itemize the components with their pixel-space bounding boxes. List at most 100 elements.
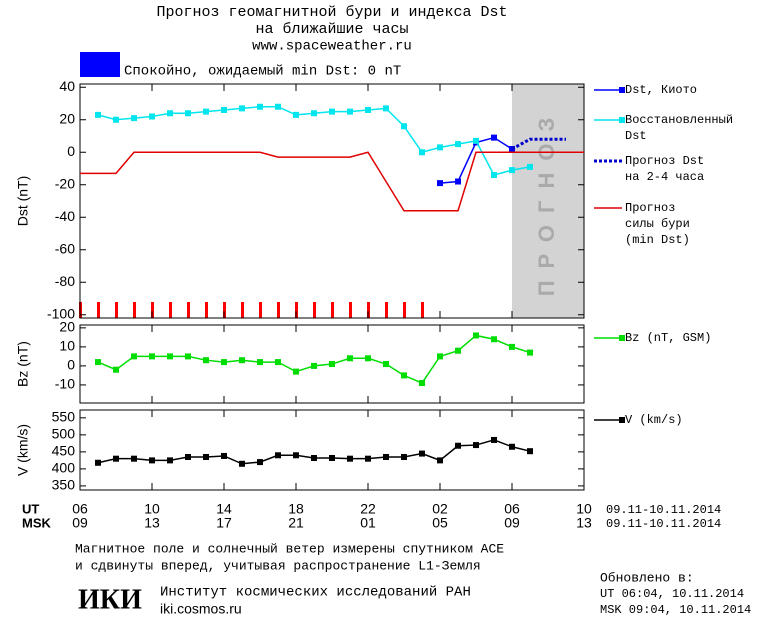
data-point [383, 453, 389, 460]
y-tick-label: 40 [59, 78, 75, 94]
y-tick-label: 550 [52, 409, 76, 425]
x-tick-label-msk: 05 [432, 515, 448, 531]
data-point [365, 455, 371, 462]
logo: ИКИ [78, 584, 142, 615]
data-point [275, 359, 281, 366]
data-point [167, 110, 173, 117]
hour-mark [223, 302, 226, 318]
data-point [437, 353, 443, 360]
x-tick-label: 22 [360, 501, 376, 517]
y-tick-label: -40 [55, 208, 75, 224]
data-point [437, 180, 443, 187]
data-point [167, 353, 173, 360]
updated-time: MSK 09:04, 10.11.2014 [600, 603, 751, 617]
data-point [275, 103, 281, 110]
x-tick-label: 06 [72, 501, 88, 517]
y-tick-label: -10 [55, 376, 75, 392]
x-tick-label-msk: 09 [72, 515, 88, 531]
data-point [455, 442, 461, 449]
data-point [491, 134, 497, 141]
hour-mark [259, 302, 262, 318]
data-point [311, 110, 317, 117]
data-point [437, 144, 443, 151]
hour-mark [403, 302, 406, 318]
legend-label: Прогноз силы бури (min Dst) [625, 201, 690, 247]
data-point [365, 107, 371, 113]
data-point [113, 116, 119, 123]
data-point [239, 460, 245, 467]
url: iki.cosmos.ru [160, 601, 242, 617]
x-tick-label-msk: 21 [288, 515, 304, 531]
data-point [239, 357, 245, 364]
data-point [473, 137, 479, 144]
y-tick-label: -20 [55, 175, 75, 191]
data-point [473, 332, 479, 339]
x-tick-label-msk: 01 [360, 515, 376, 531]
x-axis-label: UT [22, 501, 39, 516]
hour-mark [241, 302, 244, 318]
legend-label: V (km/s) [625, 413, 683, 427]
data-point [473, 442, 479, 449]
data-point [509, 443, 515, 450]
legend-label: Прогноз Dst на 2-4 часа [625, 154, 704, 184]
x-tick-label-msk: 09 [504, 515, 520, 531]
data-point [509, 343, 515, 350]
data-point [329, 361, 335, 367]
data-point [167, 457, 173, 464]
y-tick-label: 20 [59, 110, 75, 126]
x-tick-label-msk: 17 [216, 515, 232, 531]
legend-label: Bz (nT, GSM) [625, 331, 711, 345]
data-point [401, 453, 407, 460]
x-tick-label-msk: 13 [144, 515, 160, 531]
title-line: на ближайшие часы [255, 21, 408, 38]
data-point [275, 452, 281, 459]
data-point [131, 115, 137, 122]
series-line [97, 334, 531, 384]
title-line: Прогноз геомагнитной бури и индекса Dst [156, 4, 507, 21]
date-range: 09.11-10.11.2014 [606, 517, 721, 531]
data-point [311, 455, 317, 461]
hour-mark [277, 302, 280, 318]
data-point [491, 172, 497, 178]
x-tick-label: 10 [144, 501, 160, 517]
hour-mark [385, 302, 388, 318]
note-line: Магнитное поле и солнечный ветер измерен… [75, 541, 504, 556]
title-line: www.spaceweather.ru [252, 39, 412, 55]
data-point [113, 366, 119, 373]
legend-marker [619, 335, 625, 341]
data-point [455, 141, 461, 148]
hour-mark [313, 302, 316, 318]
data-point [401, 372, 407, 379]
date-range: 09.11-10.11.2014 [606, 503, 721, 517]
legend-label: Восстановленный Dst [625, 113, 733, 143]
panel-frame [79, 324, 585, 404]
panel-frame [79, 83, 585, 319]
y-tick-label: 500 [52, 426, 76, 442]
hour-mark [151, 302, 154, 318]
data-point [437, 457, 443, 464]
institute: Институт космических исследований РАН [160, 584, 471, 601]
data-point [185, 110, 191, 117]
status-text: Спокойно, ожидаемый min Dst: 0 nT [124, 63, 401, 80]
data-point [149, 353, 155, 360]
hour-mark [115, 302, 118, 318]
data-point [149, 457, 155, 464]
data-point [347, 355, 353, 362]
data-point [347, 108, 353, 115]
data-point [239, 105, 245, 112]
data-point [491, 336, 497, 343]
data-point [419, 380, 425, 387]
note-line: и сдвинуты вперед, учитывая распростране… [75, 558, 481, 573]
data-point [509, 167, 515, 174]
data-point [95, 459, 101, 466]
x-tick-label: 10 [576, 501, 592, 517]
data-point [383, 105, 389, 112]
data-point [293, 452, 299, 459]
hour-mark [169, 302, 172, 318]
hour-mark [331, 302, 334, 318]
forecast-label: ПРОГНОЗ [534, 106, 559, 297]
data-point [257, 359, 263, 366]
y-tick-label: 0 [67, 357, 75, 373]
data-point [95, 359, 101, 366]
